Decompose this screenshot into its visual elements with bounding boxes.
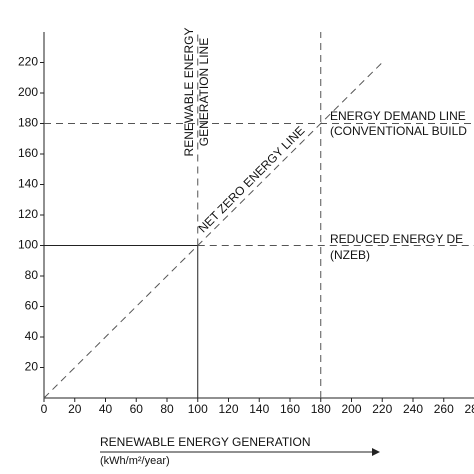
annotation: REDUCED ENERGY DE: [330, 232, 463, 246]
x-tick-label: 280: [464, 402, 474, 416]
y-tick-label: 100: [18, 238, 38, 252]
x-arrow-head: [372, 448, 380, 456]
annotation: GENERATION LINE: [197, 38, 211, 146]
x-tick-label: 100: [188, 402, 208, 416]
y-tick-label: 200: [18, 85, 38, 99]
x-tick-label: 180: [311, 402, 331, 416]
annotation: (NZEB): [330, 248, 370, 262]
x-tick-label: 80: [160, 402, 174, 416]
x-tick-label: 160: [280, 402, 300, 416]
x-tick-label: 120: [218, 402, 238, 416]
y-tick-label: 120: [18, 207, 38, 221]
annotation: ENERGY DEMAND LINE: [330, 109, 466, 123]
y-tick-label: 140: [18, 177, 38, 191]
x-axis-unit: (kWh/m²/year): [100, 455, 170, 467]
reference-line: [43, 62, 383, 399]
annotation: RENEWABLE ENERGY: [182, 28, 196, 157]
y-tick-label: 20: [25, 360, 39, 374]
x-tick-label: 40: [99, 402, 113, 416]
annotation: (CONVENTIONAL BUILD: [330, 124, 467, 138]
y-tick-label: 80: [25, 268, 39, 282]
y-tick-label: 40: [25, 329, 39, 343]
x-tick-label: 60: [130, 402, 144, 416]
y-tick-label: 220: [18, 55, 38, 69]
y-tick-label: 60: [25, 299, 39, 313]
x-tick-label: 20: [68, 402, 82, 416]
y-tick-label: 180: [18, 116, 38, 130]
x-tick-label: 240: [403, 402, 423, 416]
y-tick-label: 160: [18, 146, 38, 160]
annotation: NET ZERO ENERGY LINE: [195, 123, 307, 235]
x-tick-label: 0: [41, 402, 48, 416]
x-tick-label: 140: [249, 402, 269, 416]
x-tick-label: 260: [434, 402, 454, 416]
x-tick-label: 220: [372, 402, 392, 416]
x-axis-label: RENEWABLE ENERGY GENERATION: [100, 435, 311, 449]
x-tick-label: 200: [341, 402, 361, 416]
